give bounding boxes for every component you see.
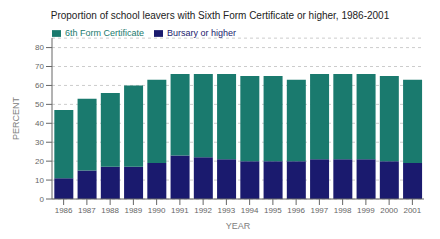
svg-text:PERCENT: PERCENT — [11, 97, 21, 141]
svg-text:20: 20 — [35, 157, 44, 166]
svg-text:1990: 1990 — [148, 206, 166, 215]
svg-text:1994: 1994 — [241, 206, 259, 215]
svg-text:50: 50 — [35, 100, 44, 109]
svg-text:1988: 1988 — [101, 206, 119, 215]
svg-text:1986: 1986 — [55, 206, 73, 215]
svg-text:2001: 2001 — [403, 206, 421, 215]
svg-text:30: 30 — [35, 138, 44, 147]
svg-text:2000: 2000 — [380, 206, 398, 215]
svg-text:70: 70 — [35, 62, 44, 71]
svg-text:1996: 1996 — [287, 206, 305, 215]
html-text:Proportion of school leavers w: Proportion of school leavers with Sixth … — [50, 10, 390, 21]
svg-text:40: 40 — [35, 119, 44, 128]
html-text:Bursary or higher: Bursary or higher — [167, 28, 237, 38]
html-text:6th Form Certificate: 6th Form Certificate — [65, 28, 144, 38]
svg-text:1993: 1993 — [217, 206, 235, 215]
svg-text:0: 0 — [40, 195, 45, 204]
svg-text:1997: 1997 — [310, 206, 328, 215]
svg-text:60: 60 — [35, 81, 44, 90]
svg-text:1987: 1987 — [78, 206, 96, 215]
svg-text:1991: 1991 — [171, 206, 189, 215]
svg-text:1999: 1999 — [357, 206, 375, 215]
svg-text:1995: 1995 — [264, 206, 282, 215]
svg-text:YEAR: YEAR — [226, 221, 251, 229]
svg-text:80: 80 — [35, 43, 44, 52]
svg-text:1998: 1998 — [334, 206, 352, 215]
svg-text:1992: 1992 — [194, 206, 212, 215]
svg-text:1989: 1989 — [124, 206, 142, 215]
svg-text:10: 10 — [35, 176, 44, 185]
